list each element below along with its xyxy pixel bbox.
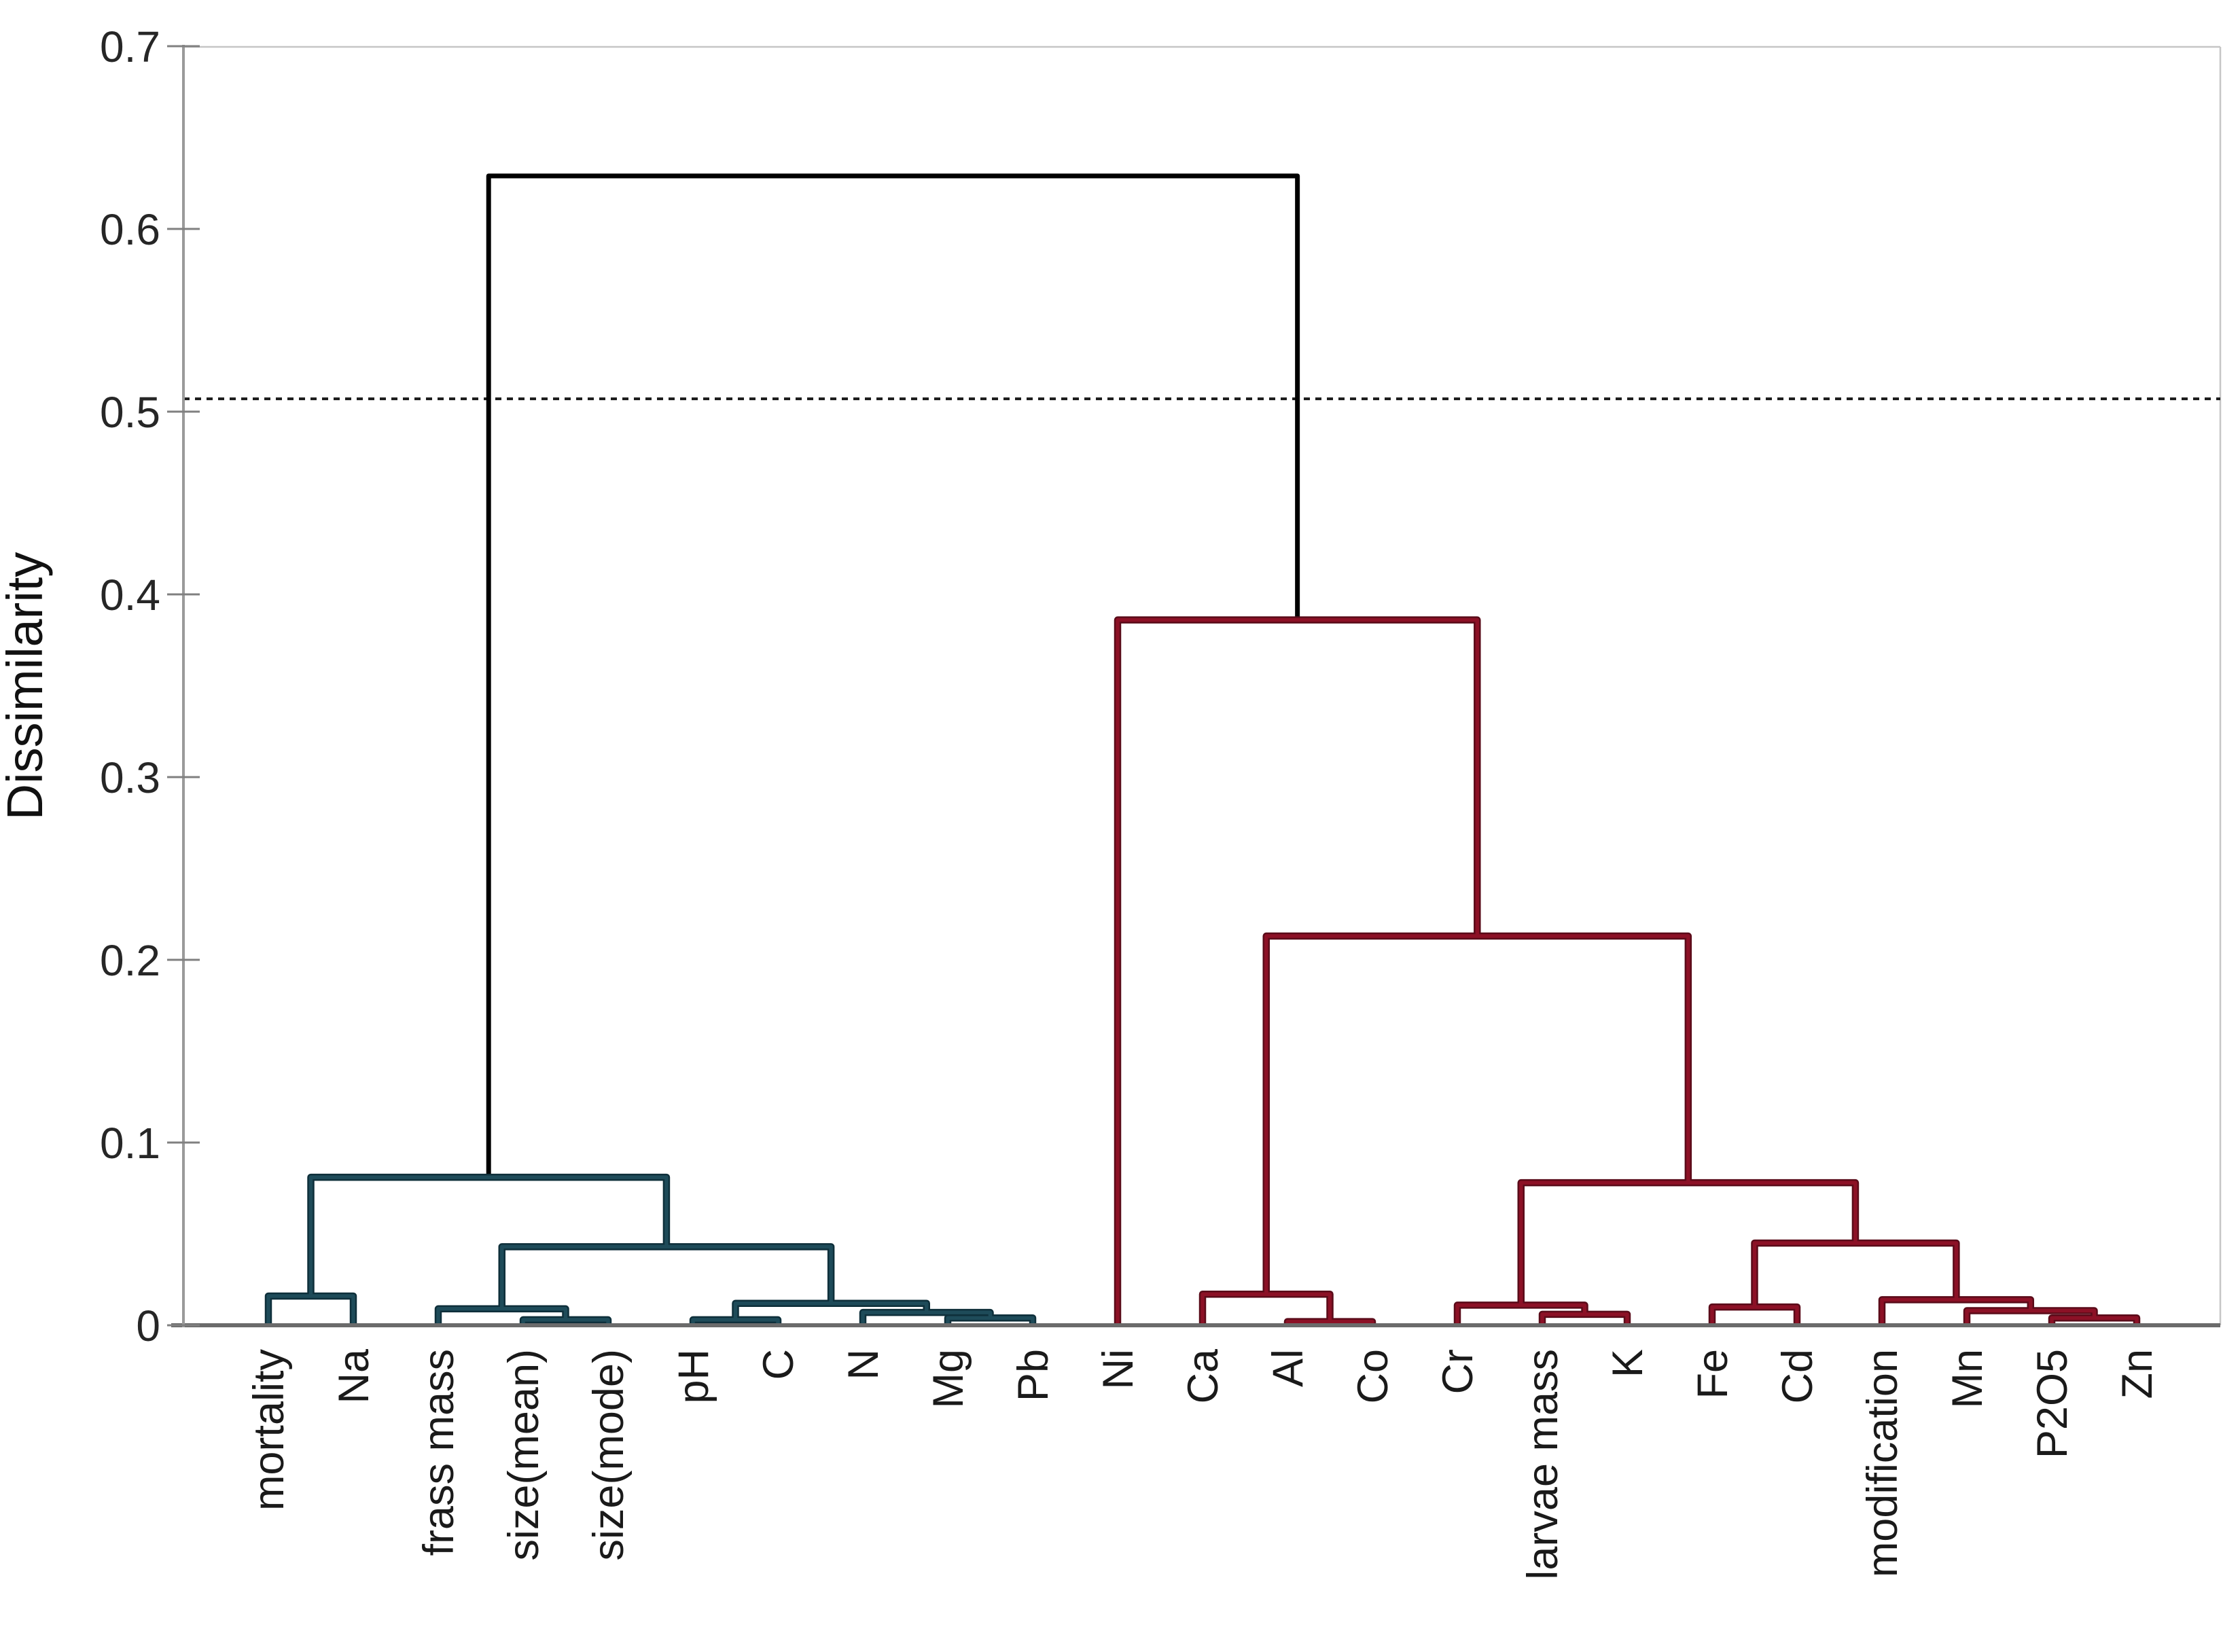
leaf-label: Ca — [1179, 1348, 1227, 1403]
y-tick-label: 0 — [136, 1301, 160, 1350]
left-cluster-link — [521, 1318, 610, 1325]
leaf-label: Mn — [1944, 1349, 1991, 1409]
left-cluster-link — [733, 1301, 929, 1320]
left-cluster-link — [861, 1310, 993, 1325]
left-cluster-link — [266, 1294, 355, 1325]
left-cluster-link — [436, 1307, 568, 1325]
right-cluster-link — [2050, 1316, 2139, 1325]
right-cluster-link — [1752, 1241, 1959, 1308]
leaf-label: Co — [1349, 1349, 1397, 1404]
right-cluster-link — [1519, 1181, 1857, 1306]
leaf-label: Ni — [1095, 1349, 1142, 1390]
leaf-label: Pb — [1010, 1349, 1057, 1401]
right-cluster-link — [1540, 1312, 1629, 1325]
right-cluster-link — [1116, 617, 1480, 1325]
leaf-label: Al — [1264, 1349, 1312, 1387]
y-tick-label: 0.7 — [100, 22, 160, 71]
leaf-label: pH — [670, 1349, 717, 1404]
right-cluster-link — [1264, 934, 1690, 1295]
right-cluster-link — [1880, 1297, 2033, 1325]
y-tick-label: 0.2 — [100, 936, 160, 985]
leaf-label: N — [840, 1349, 887, 1380]
right-cluster-link — [1965, 1308, 2097, 1325]
leaf-label: Mg — [925, 1349, 972, 1409]
y-tick-label: 0.3 — [100, 753, 160, 802]
y-tick-label: 0.6 — [100, 205, 160, 254]
right-cluster-link — [1201, 1292, 1332, 1325]
leaf-label: frass mass — [415, 1349, 463, 1556]
leaf-label: K — [1604, 1349, 1652, 1378]
leaf-label: modification — [1859, 1349, 1906, 1577]
leaf-label: C — [755, 1349, 802, 1380]
left-cluster-link — [500, 1244, 833, 1309]
root-link — [486, 173, 1300, 1178]
left-cluster-link — [691, 1318, 780, 1325]
right-cluster-link — [1710, 1305, 1799, 1325]
y-tick-label: 0.4 — [100, 571, 160, 620]
leaf-label: Zn — [2114, 1349, 2161, 1399]
y-tick-label: 0.1 — [100, 1119, 160, 1168]
leaf-label: size(mode) — [585, 1349, 633, 1561]
leaf-label: P2O5 — [2029, 1349, 2076, 1458]
right-cluster-link — [1455, 1303, 1587, 1325]
leaf-label: size(mean) — [500, 1349, 548, 1561]
leaf-label: Cr — [1434, 1349, 1482, 1394]
left-cluster-link — [308, 1175, 669, 1296]
leaf-label: mortality — [245, 1349, 293, 1511]
leaf-label: larvae mass — [1519, 1349, 1567, 1580]
leaf-label: Fe — [1689, 1349, 1737, 1399]
y-axis-title: Dissimilarity — [0, 552, 53, 821]
left-cluster-link — [946, 1316, 1035, 1325]
leaf-label: Cd — [1774, 1349, 1821, 1404]
y-tick-label: 0.5 — [100, 388, 160, 437]
dendrogram-tree — [264, 173, 2141, 1325]
leaf-label: Na — [330, 1348, 378, 1403]
